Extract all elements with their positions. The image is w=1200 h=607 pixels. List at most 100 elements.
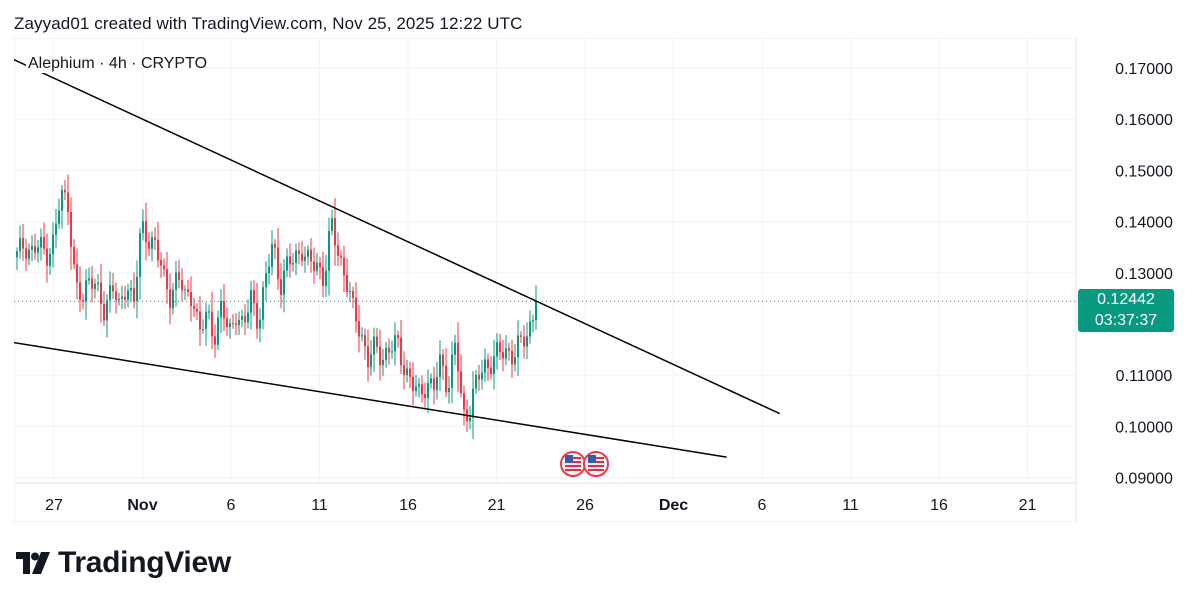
candle-body (46, 248, 48, 266)
candle-body (136, 276, 138, 302)
candle-body (118, 298, 120, 300)
time-tick-label: 11 (842, 497, 859, 514)
candle-body (88, 278, 90, 281)
price-axis[interactable]: 0.17000 0.16000 0.15000 0.14000 0.13000 0.110… (1115, 61, 1173, 488)
candle-body (271, 244, 273, 267)
candle (457, 322, 459, 393)
candle (67, 174, 69, 226)
candle (481, 359, 483, 390)
candle (367, 329, 369, 382)
candle (127, 283, 129, 308)
candle (313, 247, 315, 285)
candle (64, 180, 66, 201)
tradingview-logo-icon (16, 552, 50, 574)
candle (415, 375, 417, 397)
candle-body (85, 280, 87, 302)
candle-body (409, 368, 411, 377)
candle (307, 245, 309, 266)
candle (118, 292, 120, 306)
time-axis[interactable]: 27 Nov 6 11 16 21 26 Dec 6 11 16 21 (45, 497, 1036, 514)
candle-body (508, 348, 510, 351)
price-chart[interactable]: 0.17000 0.16000 0.15000 0.14000 0.13000 0.110… (14, 38, 1186, 522)
candle-body (442, 354, 444, 366)
candle (154, 227, 156, 250)
candle-body (415, 386, 417, 392)
candle-body (493, 356, 495, 375)
candle (37, 240, 39, 263)
chart-area[interactable]: 0.17000 0.16000 0.15000 0.14000 0.13000 0.110… (14, 38, 1186, 522)
trendlines[interactable] (14, 58, 781, 458)
candle (133, 272, 135, 309)
candle (373, 327, 375, 372)
candle (103, 291, 105, 327)
candle-body (439, 354, 441, 378)
us-flag-icon[interactable] (560, 451, 586, 477)
candle (253, 280, 255, 316)
candle (181, 268, 183, 302)
candle (337, 232, 339, 267)
candle (205, 302, 207, 346)
candle (325, 254, 327, 298)
time-tick-label: 26 (576, 497, 594, 514)
candle-body (352, 290, 354, 298)
tradingview-brand[interactable]: TradingView (16, 546, 231, 580)
candle-body (481, 372, 483, 380)
candle (394, 322, 396, 366)
candle-body (25, 248, 27, 259)
candle-body (424, 394, 426, 399)
candle-body (286, 256, 288, 271)
candle-body (319, 262, 321, 268)
candle-body (142, 221, 144, 234)
symbol-label[interactable]: Alephium · 4h · CRYPTO (26, 55, 210, 73)
last-price-tag: 0.12442 (1078, 289, 1174, 311)
candle (274, 239, 276, 260)
candle-body (427, 383, 429, 399)
candle (241, 309, 243, 328)
candle-body (211, 311, 213, 337)
candle (478, 364, 480, 391)
candle-body (58, 210, 60, 224)
candle (427, 369, 429, 414)
us-flag-icon[interactable] (583, 451, 609, 477)
candle (496, 333, 498, 370)
candle (247, 299, 249, 329)
candle (484, 348, 486, 383)
candle (280, 263, 282, 309)
candle (436, 361, 438, 400)
candle-body (247, 312, 249, 323)
candle-body (181, 279, 183, 291)
candle-body (154, 237, 156, 240)
candle-body (49, 253, 51, 266)
candle (268, 253, 270, 285)
candle-body (232, 323, 234, 325)
candle-body (322, 267, 324, 286)
candle-body (280, 279, 282, 295)
candle-body (40, 236, 42, 248)
candle (214, 324, 216, 358)
candle (430, 373, 432, 389)
candle-body (208, 311, 210, 313)
candle-body (253, 290, 255, 303)
candle-body (535, 301, 537, 321)
candle-body (361, 335, 363, 337)
candle-body (130, 287, 132, 291)
candle (493, 339, 495, 390)
candle-body (64, 189, 66, 193)
candle-body (76, 264, 78, 283)
candle (355, 282, 357, 333)
economic-events[interactable] (560, 451, 609, 477)
candle (259, 307, 261, 343)
candle (178, 259, 180, 289)
candle-body (115, 291, 117, 300)
candle-body (382, 359, 384, 366)
candle-body (82, 299, 84, 302)
candle (46, 233, 48, 283)
candle (223, 284, 225, 332)
candle (334, 197, 336, 266)
candle (19, 225, 21, 260)
candle (424, 382, 426, 408)
candle (316, 252, 318, 276)
candle (529, 310, 531, 344)
flag-stripe (565, 469, 581, 471)
candle-body (328, 231, 330, 271)
